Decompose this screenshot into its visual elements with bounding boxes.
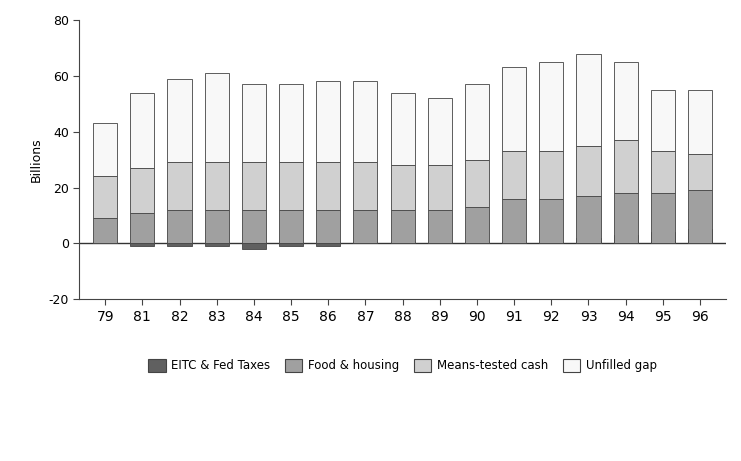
Bar: [391, 93, 415, 165]
Bar: [353, 162, 377, 210]
Bar: [279, 243, 303, 246]
Bar: [688, 154, 712, 190]
Bar: [391, 210, 415, 243]
Bar: [576, 146, 600, 196]
Bar: [576, 238, 600, 243]
Bar: [93, 177, 117, 219]
Bar: [502, 151, 526, 199]
Bar: [279, 210, 303, 243]
Bar: [316, 82, 340, 162]
Bar: [316, 162, 340, 210]
Bar: [130, 93, 154, 168]
Bar: [353, 210, 377, 243]
Bar: [279, 84, 303, 162]
Bar: [205, 73, 229, 162]
Bar: [316, 243, 340, 246]
Bar: [688, 230, 712, 243]
Bar: [651, 193, 675, 243]
Bar: [614, 235, 638, 243]
Bar: [205, 162, 229, 210]
Bar: [614, 62, 638, 140]
Bar: [205, 210, 229, 243]
Bar: [465, 84, 489, 160]
Bar: [93, 219, 117, 243]
Bar: [242, 84, 266, 162]
Bar: [130, 168, 154, 213]
Bar: [353, 82, 377, 162]
Bar: [651, 151, 675, 193]
Bar: [651, 90, 675, 151]
Bar: [428, 210, 452, 243]
Bar: [391, 165, 415, 210]
Bar: [502, 67, 526, 151]
Bar: [465, 160, 489, 207]
Bar: [688, 90, 712, 154]
Bar: [651, 232, 675, 243]
Bar: [614, 140, 638, 193]
Bar: [539, 62, 563, 151]
Bar: [539, 151, 563, 199]
Bar: [502, 199, 526, 243]
Bar: [242, 162, 266, 210]
Bar: [130, 243, 154, 246]
Bar: [279, 162, 303, 210]
Y-axis label: Billions: Billions: [30, 137, 43, 182]
Bar: [428, 165, 452, 210]
Bar: [428, 98, 452, 165]
Bar: [167, 79, 192, 162]
Bar: [576, 196, 600, 243]
Bar: [688, 190, 712, 243]
Bar: [205, 243, 229, 246]
Bar: [242, 243, 266, 249]
Bar: [576, 53, 600, 146]
Bar: [130, 213, 154, 243]
Bar: [242, 210, 266, 243]
Bar: [539, 199, 563, 243]
Bar: [167, 162, 192, 210]
Bar: [93, 124, 117, 177]
Legend: EITC & Fed Taxes, Food & housing, Means-tested cash, Unfilled gap: EITC & Fed Taxes, Food & housing, Means-…: [143, 355, 662, 377]
Bar: [465, 207, 489, 243]
Bar: [167, 243, 192, 246]
Bar: [614, 193, 638, 243]
Bar: [167, 210, 192, 243]
Bar: [316, 210, 340, 243]
